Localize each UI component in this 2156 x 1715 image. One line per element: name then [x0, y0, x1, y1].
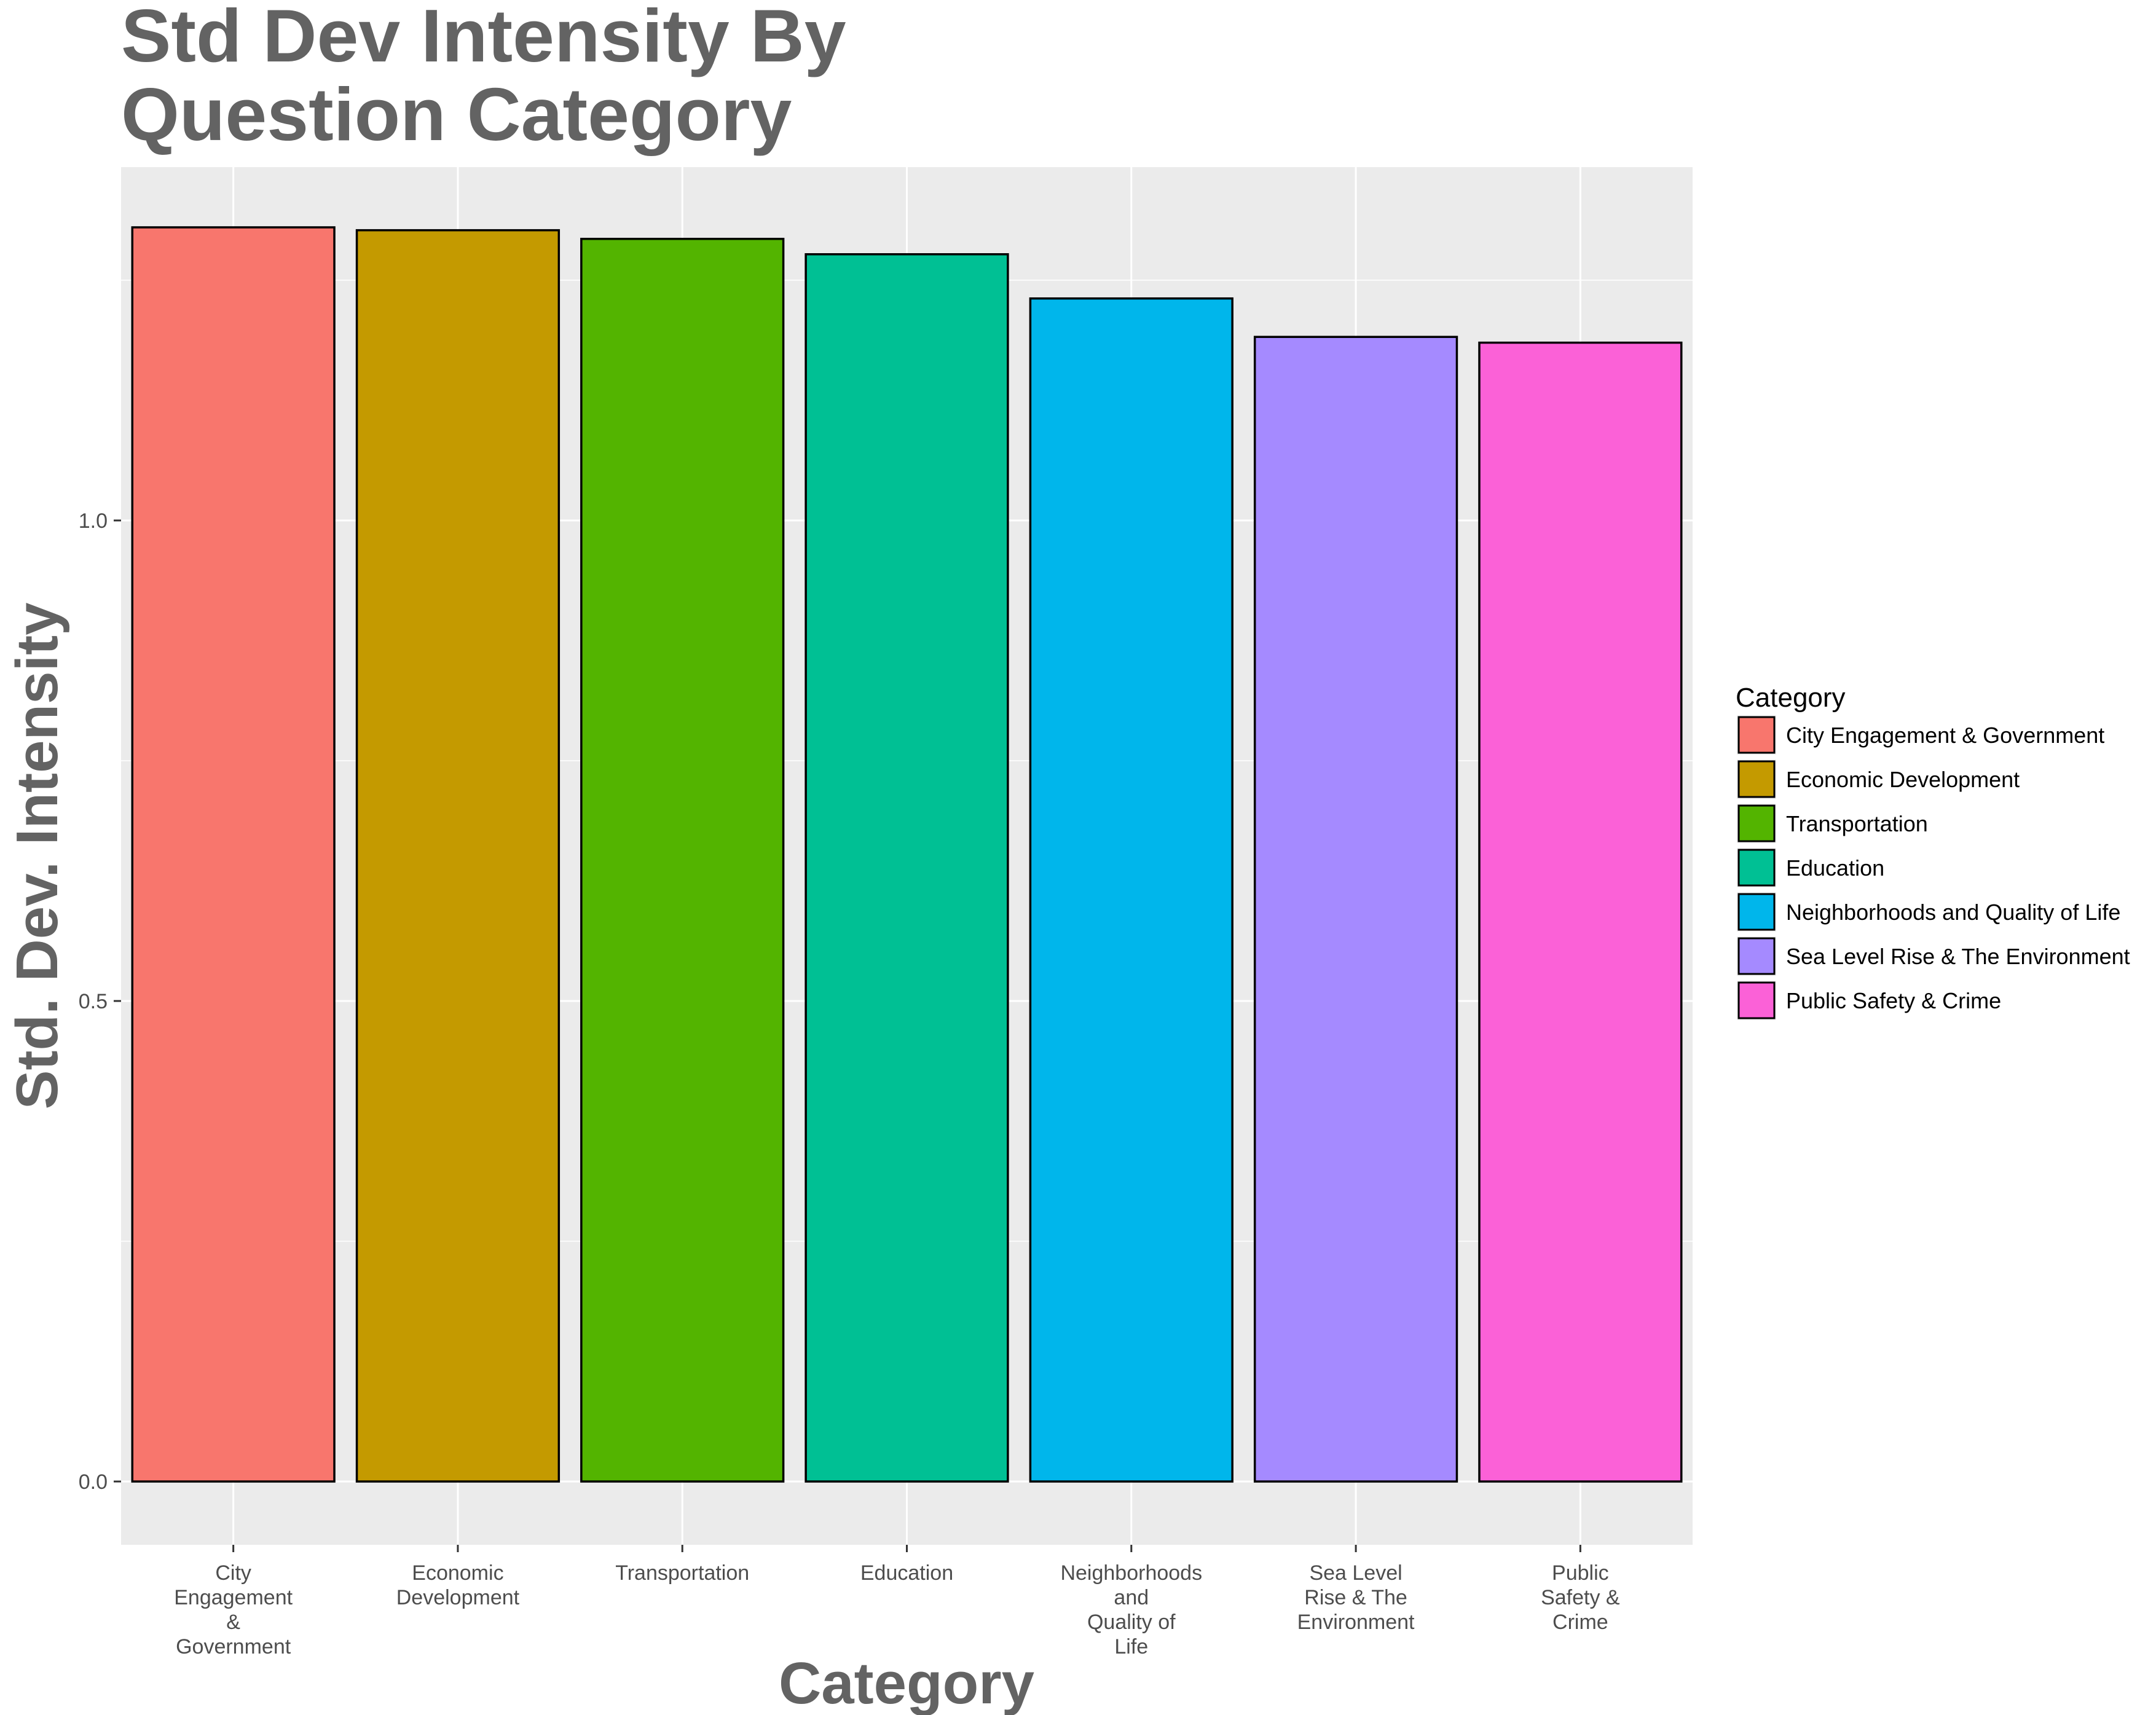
legend-items: City Engagement & Government Economic Dev…: [1737, 715, 2130, 1020]
bars: [131, 226, 1683, 1483]
x-tick-label-line: Quality of: [1087, 1611, 1176, 1634]
x-tick-label-line: Transportation: [615, 1561, 749, 1585]
legend-swatch-2: [1737, 760, 1776, 798]
x-tick-label-line: Crime: [1552, 1611, 1608, 1634]
bar-3: [580, 237, 785, 1483]
chart-title-line-1: Std Dev Intensity By: [121, 0, 846, 77]
x-axis-title: Category: [779, 1650, 1034, 1715]
bar-4: [805, 253, 1009, 1483]
y-tick-label: 1.0: [79, 509, 108, 533]
legend-swatch-5: [1737, 893, 1776, 931]
x-tick-label-line: and: [1114, 1586, 1149, 1609]
bar-1: [131, 226, 336, 1483]
legend-swatch-6: [1737, 937, 1776, 975]
legend-title: Category: [1736, 683, 1846, 713]
x-tick-label-line: Rise & The: [1304, 1586, 1407, 1609]
x-tick-label: Transportation: [615, 1561, 749, 1585]
x-tick-label-line: Economic: [412, 1561, 503, 1585]
x-tick-label-line: Life: [1114, 1635, 1148, 1658]
bar-5: [1029, 297, 1233, 1483]
y-axis: 0.0 0.5 1.0: [79, 509, 121, 1494]
legend-label-5: Neighborhoods and Quality of Life: [1786, 900, 2120, 925]
legend-swatch-3: [1737, 804, 1776, 842]
x-tick-label-line: &: [226, 1611, 240, 1634]
chart-title: Std Dev Intensity By Question Category: [121, 0, 846, 156]
x-tick-label: Education: [860, 1561, 953, 1585]
x-tick-label-line: Sea Level: [1309, 1561, 1402, 1585]
x-tick-label-line: Neighborhoods: [1060, 1561, 1202, 1585]
x-tick-label-line: Government: [176, 1635, 291, 1658]
x-tick-label: Sea Level Rise & The Environment: [1297, 1561, 1415, 1634]
legend-label-1: City Engagement & Government: [1786, 723, 2104, 748]
legend-label-6: Sea Level Rise & The Environment: [1786, 944, 2130, 969]
y-tick-label: 0.0: [79, 1470, 108, 1494]
x-tick-label-line: Environment: [1297, 1611, 1415, 1634]
legend-label-2: Economic Development: [1786, 767, 2020, 792]
legend-label-3: Transportation: [1786, 811, 1928, 836]
bar-2: [355, 229, 561, 1483]
x-tick-label: Neighborhoods and Quality of Life: [1060, 1561, 1202, 1658]
y-tick-label: 0.5: [79, 990, 108, 1013]
y-axis-title: Std. Dev. Intensity: [4, 602, 70, 1109]
x-tick-label-line: City: [215, 1561, 251, 1585]
x-tick-label-line: Safety &: [1541, 1586, 1620, 1609]
bar-7: [1478, 341, 1683, 1483]
legend-swatch-4: [1737, 849, 1776, 887]
x-tick-label: Economic Development: [396, 1561, 520, 1609]
legend-label-4: Education: [1786, 855, 1884, 881]
legend: Category City Engagement & Government Eco…: [1736, 683, 2130, 1020]
legend-swatch-1: [1737, 716, 1776, 754]
legend-label-7: Public Safety & Crime: [1786, 988, 2001, 1013]
x-tick-label-line: Public: [1552, 1561, 1609, 1585]
x-tick-label-line: Engagement: [174, 1586, 293, 1609]
bar-6: [1253, 336, 1458, 1483]
x-tick-label-line: Education: [860, 1561, 953, 1585]
x-tick-label: Public Safety & Crime: [1541, 1561, 1620, 1634]
legend-swatch-7: [1737, 981, 1776, 1019]
chart-title-line-2: Question Category: [121, 73, 792, 156]
x-tick-label: City Engagement & Government: [174, 1561, 293, 1658]
x-axis: City Engagement & Government Economic Develop…: [174, 1545, 1620, 1658]
x-tick-label-line: Development: [396, 1586, 520, 1609]
